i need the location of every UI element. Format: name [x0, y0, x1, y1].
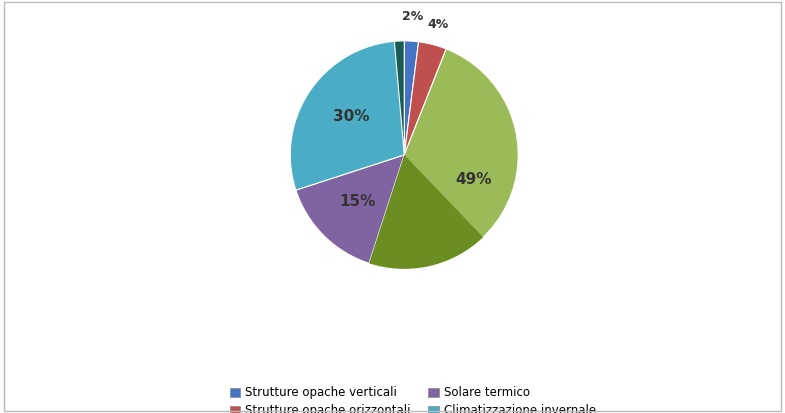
Text: 15%: 15% — [339, 194, 376, 209]
Text: 49%: 49% — [456, 173, 492, 188]
Text: 2%: 2% — [403, 9, 424, 23]
Wedge shape — [394, 41, 404, 155]
Text: 30%: 30% — [333, 109, 369, 123]
Text: 4%: 4% — [427, 18, 448, 31]
Wedge shape — [404, 41, 418, 155]
Wedge shape — [369, 49, 518, 269]
Wedge shape — [404, 42, 446, 155]
Wedge shape — [296, 155, 404, 263]
Wedge shape — [369, 155, 483, 269]
Legend: Strutture opache verticali, Strutture opache orizzontali, Infissi, Solare termic: Strutture opache verticali, Strutture op… — [225, 382, 601, 413]
Wedge shape — [290, 41, 404, 190]
